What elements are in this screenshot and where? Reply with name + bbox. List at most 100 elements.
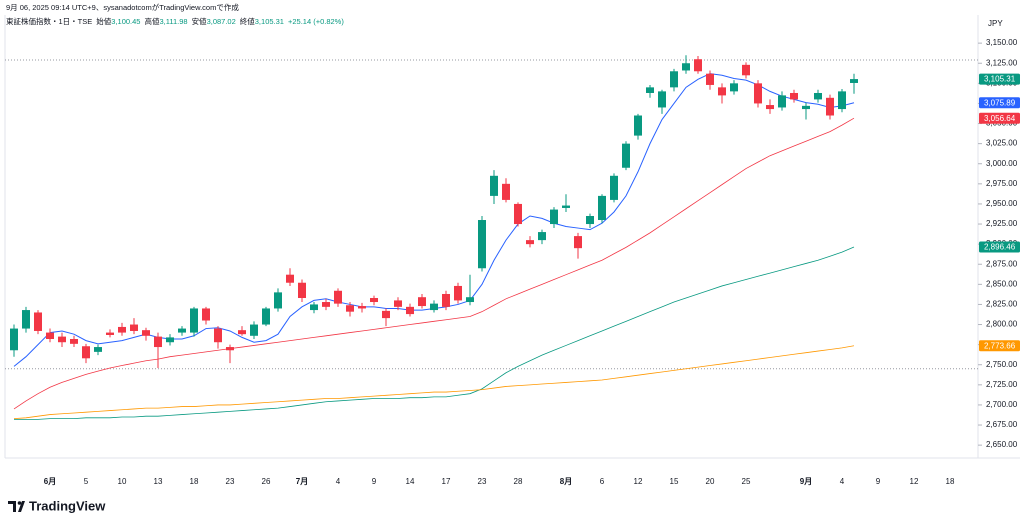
candle-body — [706, 73, 714, 85]
candle-body — [814, 92, 822, 100]
ohlc-value: 3,087.02 — [207, 17, 236, 26]
candle-body — [286, 274, 294, 283]
brand: TradingView — [29, 498, 106, 513]
candle-body — [538, 232, 546, 241]
price-tag-label: 3,056.64 — [984, 114, 1016, 123]
x-tick-label: 9 — [876, 477, 881, 486]
x-tick-label: 6 — [600, 477, 605, 486]
candle-body — [670, 71, 678, 88]
change: +25.14 (+0.82%) — [288, 17, 344, 26]
ohlc-label: 安値 — [192, 16, 207, 26]
y-tick-label: 2,825.00 — [986, 300, 1018, 309]
x-tick-label: 23 — [478, 477, 487, 486]
candle-body — [610, 175, 618, 200]
price-tag — [979, 340, 1020, 352]
price-tag — [979, 97, 1020, 109]
candle-body — [262, 308, 270, 325]
created-note: 9月 06, 2025 09:14 UTC+9、sysanadotcomがTra… — [6, 2, 239, 12]
candle-body — [250, 324, 258, 336]
candle-body — [562, 205, 570, 208]
candle-body — [334, 290, 342, 304]
x-tick-label: 7月 — [296, 477, 308, 486]
candle-body — [382, 310, 390, 319]
candle-body — [214, 328, 222, 343]
candle-body — [838, 91, 846, 110]
ohlc-label: 高値 — [144, 16, 159, 26]
price-tag-label: 3,105.31 — [984, 75, 1016, 84]
plot-area — [5, 55, 978, 420]
candle-body — [226, 347, 234, 351]
candle-body — [190, 308, 198, 333]
candle-body — [106, 332, 114, 335]
y-tick-label: 2,700.00 — [986, 400, 1018, 409]
y-tick-label: 3,000.00 — [986, 159, 1018, 168]
candle-body — [766, 105, 774, 110]
moving-average — [13, 345, 855, 420]
candle-body — [514, 203, 522, 225]
candle-body — [586, 215, 594, 225]
y-tick-label: 2,725.00 — [986, 380, 1018, 389]
x-tick-label: 25 — [742, 477, 751, 486]
candle-body — [802, 105, 810, 110]
x-tick-label: 28 — [514, 477, 523, 486]
x-tick-label: 17 — [442, 477, 451, 486]
y-tick-label: 3,125.00 — [986, 58, 1018, 67]
x-tick-label: 12 — [634, 477, 643, 486]
ohlc-value: 3,111.98 — [159, 17, 187, 26]
ohlc-label: 始値 — [96, 16, 111, 26]
ohlc-value: 3,105.31 — [255, 17, 284, 26]
y-tick-label: 2,800.00 — [986, 320, 1018, 329]
candle-body — [454, 285, 462, 301]
candle-body — [82, 346, 90, 359]
y-tick-label: 2,925.00 — [986, 219, 1018, 228]
candle-body — [46, 332, 54, 340]
candle-body — [418, 297, 426, 307]
x-tick-label: 6月 — [44, 477, 56, 486]
ohlc-label: 終値 — [240, 16, 255, 26]
price-tag — [979, 112, 1020, 124]
candle-body — [742, 64, 750, 76]
candle-body — [694, 59, 702, 72]
candle-body — [478, 220, 486, 269]
logo-icon — [8, 501, 25, 512]
candle-body — [730, 83, 738, 92]
x-tick-label: 4 — [840, 477, 845, 486]
x-tick-label: 9 — [372, 477, 377, 486]
candle-body — [94, 347, 102, 352]
candle-body — [370, 298, 378, 303]
candle-body — [658, 91, 666, 108]
y-tick-label: 2,750.00 — [986, 360, 1018, 369]
x-tick-label: 18 — [190, 477, 199, 486]
candle-body — [178, 328, 186, 333]
price-tag — [979, 241, 1020, 253]
y-tick-label: 2,675.00 — [986, 420, 1018, 429]
candle-body — [502, 183, 510, 200]
candle-body — [466, 297, 474, 303]
x-tick-label: 26 — [262, 477, 271, 486]
x-tick-label: 12 — [910, 477, 919, 486]
logo-dot — [17, 501, 22, 505]
x-tick-label: 15 — [670, 477, 679, 486]
y-tick-label: 2,950.00 — [986, 199, 1018, 208]
candle-body — [850, 79, 858, 83]
candle-body — [118, 326, 126, 333]
x-tick-label: 9月 — [800, 477, 812, 486]
candle-body — [154, 336, 162, 348]
x-tick-label: 8月 — [560, 477, 572, 486]
candle-body — [682, 63, 690, 71]
candle-body — [490, 175, 498, 196]
header-line: 東証株価指数・1日・TSE 始値3,100.45 高値3,111.98 安値3,087… — [6, 16, 344, 26]
candle-body — [526, 240, 534, 245]
candle-body — [394, 300, 402, 307]
y-tick-label: 2,975.00 — [986, 179, 1018, 188]
symbol: 東証株価指数・1日・TSE — [6, 16, 92, 26]
candle-body — [598, 195, 606, 221]
x-tick-label: 14 — [406, 477, 415, 486]
candle-body — [634, 115, 642, 136]
candle-body — [298, 282, 306, 299]
y-tick-label: 2,650.00 — [986, 440, 1018, 449]
currency: JPY — [988, 19, 1003, 28]
candle-body — [574, 236, 582, 249]
candle-body — [550, 209, 558, 225]
